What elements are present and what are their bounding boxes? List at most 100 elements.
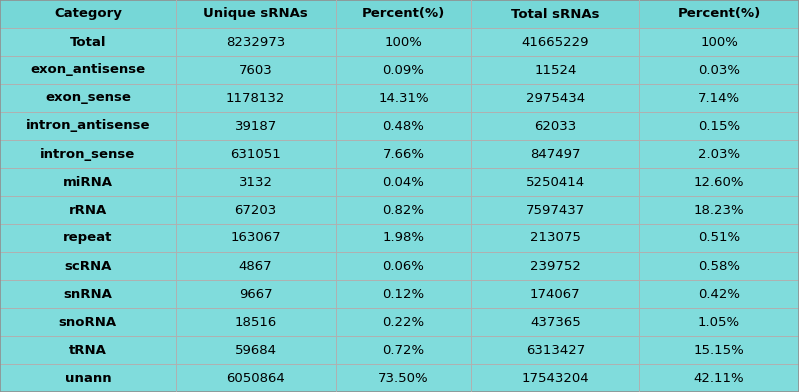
Text: 239752: 239752: [530, 260, 581, 272]
Text: 0.12%: 0.12%: [383, 287, 424, 301]
Text: 0.58%: 0.58%: [698, 260, 740, 272]
Text: 0.51%: 0.51%: [698, 232, 740, 245]
Text: unann: unann: [65, 372, 111, 385]
Bar: [336, 196, 471, 224]
Bar: [176, 56, 336, 84]
Text: scRNA: scRNA: [64, 260, 112, 272]
Bar: [0, 336, 176, 364]
Bar: [471, 364, 639, 392]
Bar: [471, 140, 639, 168]
Bar: [639, 56, 799, 84]
Text: 5250414: 5250414: [526, 176, 585, 189]
Text: 1.98%: 1.98%: [383, 232, 424, 245]
Bar: [471, 168, 639, 196]
Bar: [471, 112, 639, 140]
Text: Total: Total: [70, 36, 106, 49]
Bar: [0, 84, 176, 112]
Bar: [176, 28, 336, 56]
Bar: [639, 308, 799, 336]
Bar: [639, 252, 799, 280]
Bar: [639, 196, 799, 224]
Text: 0.15%: 0.15%: [698, 120, 740, 132]
Text: 0.09%: 0.09%: [383, 64, 424, 76]
Bar: [471, 308, 639, 336]
Bar: [176, 308, 336, 336]
Text: 4867: 4867: [239, 260, 272, 272]
Text: 3132: 3132: [239, 176, 272, 189]
Bar: [336, 28, 471, 56]
Text: intron_sense: intron_sense: [40, 147, 136, 160]
Text: 7603: 7603: [239, 64, 272, 76]
Bar: [176, 84, 336, 112]
Bar: [471, 280, 639, 308]
Bar: [0, 280, 176, 308]
Bar: [176, 0, 336, 28]
Bar: [639, 84, 799, 112]
Bar: [471, 84, 639, 112]
Text: 18516: 18516: [235, 316, 276, 328]
Bar: [471, 0, 639, 28]
Text: 174067: 174067: [530, 287, 581, 301]
Bar: [0, 112, 176, 140]
Bar: [471, 28, 639, 56]
Text: 14.31%: 14.31%: [378, 91, 429, 105]
Text: snoRNA: snoRNA: [59, 316, 117, 328]
Text: 7597437: 7597437: [526, 203, 585, 216]
Text: 11524: 11524: [534, 64, 577, 76]
Bar: [336, 56, 471, 84]
Bar: [471, 224, 639, 252]
Text: 213075: 213075: [530, 232, 581, 245]
Text: 437365: 437365: [530, 316, 581, 328]
Text: 73.50%: 73.50%: [378, 372, 429, 385]
Bar: [176, 252, 336, 280]
Text: 9667: 9667: [239, 287, 272, 301]
Text: 62033: 62033: [535, 120, 576, 132]
Bar: [336, 364, 471, 392]
Text: 0.03%: 0.03%: [698, 64, 740, 76]
Text: exon_antisense: exon_antisense: [30, 64, 145, 76]
Bar: [639, 0, 799, 28]
Text: Unique sRNAs: Unique sRNAs: [203, 7, 308, 20]
Text: 12.60%: 12.60%: [694, 176, 745, 189]
Bar: [176, 168, 336, 196]
Text: 59684: 59684: [235, 343, 276, 356]
Text: 0.82%: 0.82%: [383, 203, 424, 216]
Text: 631051: 631051: [230, 147, 281, 160]
Bar: [176, 224, 336, 252]
Text: 0.42%: 0.42%: [698, 287, 740, 301]
Bar: [0, 28, 176, 56]
Text: rRNA: rRNA: [69, 203, 107, 216]
Text: 6050864: 6050864: [226, 372, 285, 385]
Text: 42.11%: 42.11%: [694, 372, 745, 385]
Bar: [0, 364, 176, 392]
Text: 15.15%: 15.15%: [694, 343, 745, 356]
Text: 18.23%: 18.23%: [694, 203, 745, 216]
Text: 100%: 100%: [384, 36, 423, 49]
Bar: [639, 28, 799, 56]
Bar: [639, 280, 799, 308]
Text: tRNA: tRNA: [69, 343, 107, 356]
Text: 100%: 100%: [700, 36, 738, 49]
Bar: [0, 224, 176, 252]
Bar: [639, 168, 799, 196]
Text: 0.48%: 0.48%: [383, 120, 424, 132]
Text: 1.05%: 1.05%: [698, 316, 740, 328]
Bar: [336, 336, 471, 364]
Bar: [336, 168, 471, 196]
Bar: [0, 168, 176, 196]
Text: 2975434: 2975434: [526, 91, 585, 105]
Bar: [336, 84, 471, 112]
Bar: [176, 280, 336, 308]
Text: 0.22%: 0.22%: [383, 316, 424, 328]
Text: miRNA: miRNA: [63, 176, 113, 189]
Text: 8232973: 8232973: [226, 36, 285, 49]
Text: 7.66%: 7.66%: [383, 147, 424, 160]
Text: Total sRNAs: Total sRNAs: [511, 7, 599, 20]
Bar: [176, 112, 336, 140]
Bar: [336, 112, 471, 140]
Bar: [336, 280, 471, 308]
Bar: [639, 140, 799, 168]
Bar: [0, 0, 176, 28]
Bar: [176, 336, 336, 364]
Bar: [0, 140, 176, 168]
